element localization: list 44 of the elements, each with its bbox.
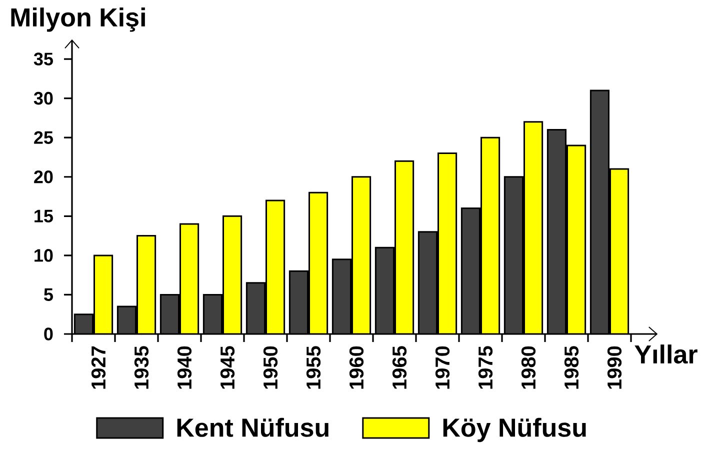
bar bbox=[481, 138, 500, 334]
x-tick-label: 1950 bbox=[263, 346, 278, 389]
bar bbox=[548, 130, 566, 334]
y-axis-title: Milyon Kişi bbox=[11, 8, 145, 32]
x-tick-label: 1985 bbox=[564, 346, 579, 389]
bar bbox=[376, 248, 394, 334]
bar bbox=[395, 161, 414, 334]
x-axis-title: Yıllar bbox=[634, 344, 698, 364]
bar bbox=[137, 236, 156, 334]
y-tick-label: 30 bbox=[34, 92, 53, 105]
x-tick-label: 1955 bbox=[306, 346, 321, 389]
x-tick-label: 1927 bbox=[91, 346, 106, 389]
x-tick-label: 1945 bbox=[220, 346, 235, 389]
legend-label: Köy Nüfusu bbox=[443, 418, 586, 442]
x-tick-label: 1990 bbox=[607, 346, 622, 389]
bar bbox=[610, 168, 630, 334]
y-tick-label: 15 bbox=[34, 210, 53, 222]
bar bbox=[524, 122, 542, 334]
bar bbox=[504, 176, 523, 334]
bar bbox=[438, 153, 456, 334]
legend-label: Kent Nüfusu bbox=[177, 418, 328, 437]
x-tick-label: 1980 bbox=[521, 346, 536, 389]
y-tick-label: 35 bbox=[34, 52, 53, 66]
bar bbox=[94, 255, 112, 334]
y-tick-label: 10 bbox=[34, 249, 53, 262]
bar bbox=[418, 232, 437, 334]
x-tick-label: 1960 bbox=[349, 346, 364, 389]
bar bbox=[462, 208, 480, 334]
x-tick-label: 1965 bbox=[392, 346, 407, 389]
y-tick-label: 25 bbox=[34, 131, 53, 144]
x-tick-label: 1935 bbox=[134, 346, 149, 389]
x-tick-label: 1975 bbox=[478, 346, 493, 389]
bar bbox=[223, 216, 242, 334]
x-tick-label: 1970 bbox=[435, 346, 450, 389]
y-tick-label: 0 bbox=[44, 328, 53, 340]
bar bbox=[180, 224, 198, 334]
bar bbox=[266, 200, 284, 334]
bar bbox=[309, 192, 328, 334]
y-tick-label: 20 bbox=[34, 170, 53, 184]
bar bbox=[567, 145, 586, 334]
bar bbox=[332, 259, 351, 334]
y-tick-label: 5 bbox=[44, 288, 53, 301]
bar bbox=[352, 176, 370, 334]
x-tick-label: 1940 bbox=[177, 346, 192, 389]
